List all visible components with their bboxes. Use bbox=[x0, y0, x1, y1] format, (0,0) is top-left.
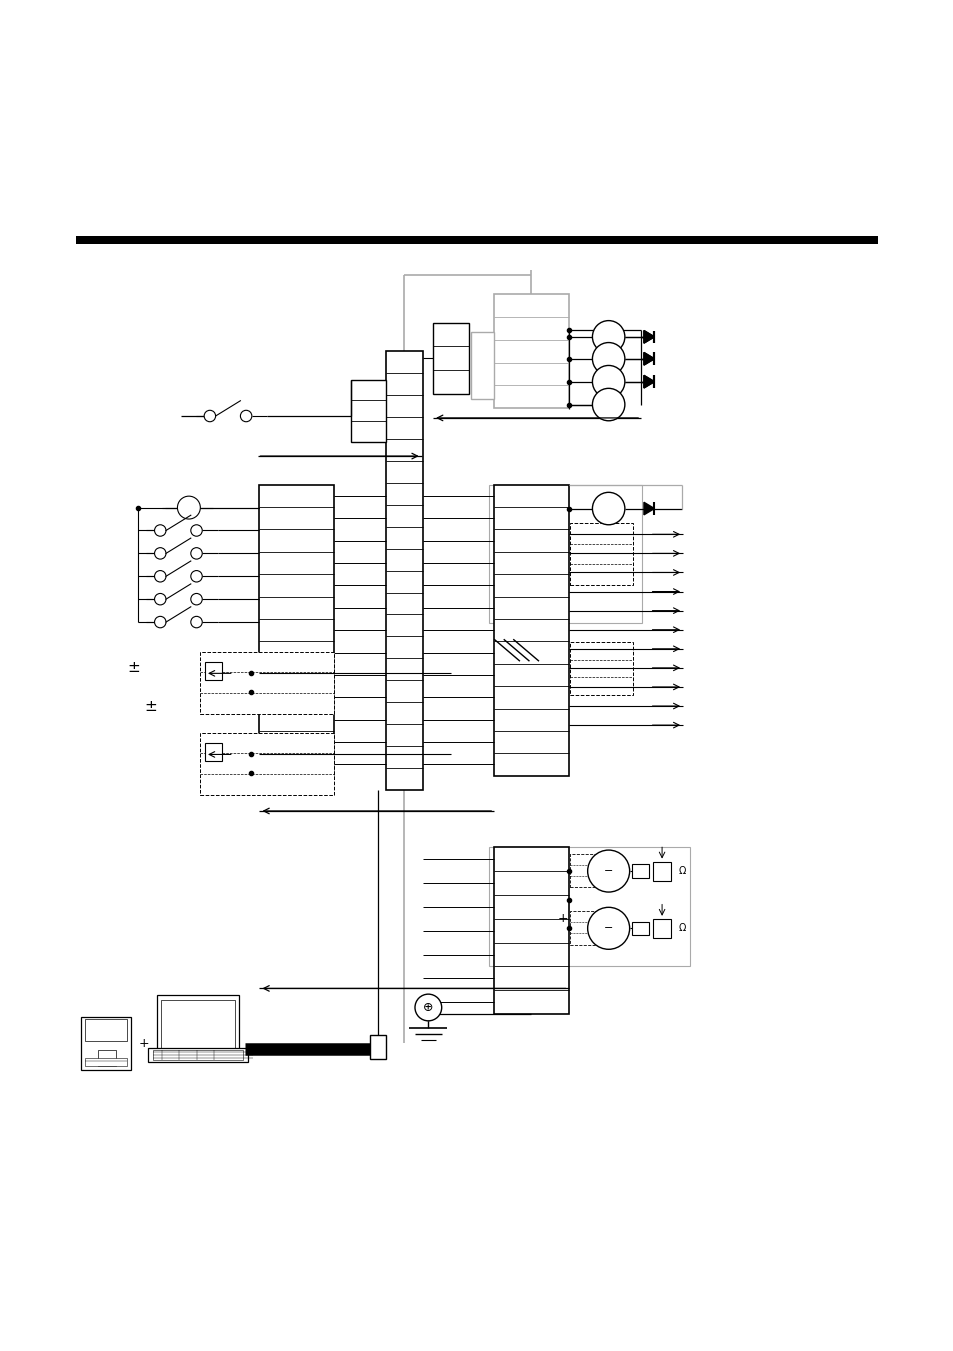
Circle shape bbox=[191, 524, 202, 536]
Bar bbox=[351, 380, 386, 442]
Bar bbox=[259, 485, 334, 775]
Circle shape bbox=[204, 411, 215, 422]
Bar bbox=[81, 1017, 131, 1070]
Bar bbox=[570, 911, 608, 944]
Circle shape bbox=[592, 492, 624, 524]
Bar bbox=[205, 662, 222, 680]
Circle shape bbox=[191, 570, 202, 582]
Bar bbox=[152, 1051, 243, 1061]
Bar bbox=[494, 847, 568, 1015]
Circle shape bbox=[154, 570, 166, 582]
Circle shape bbox=[154, 547, 166, 559]
Bar bbox=[471, 332, 494, 399]
Bar bbox=[205, 743, 222, 761]
Bar bbox=[386, 351, 422, 790]
Text: Ω: Ω bbox=[678, 866, 685, 875]
Bar bbox=[157, 996, 238, 1052]
Circle shape bbox=[154, 616, 166, 628]
Bar bbox=[489, 485, 641, 623]
Text: ±: ± bbox=[144, 698, 157, 713]
Bar bbox=[161, 1000, 234, 1047]
Circle shape bbox=[592, 366, 624, 399]
Bar bbox=[653, 862, 670, 881]
Bar bbox=[570, 642, 632, 694]
Bar bbox=[85, 1019, 127, 1040]
Text: +: + bbox=[557, 912, 568, 925]
Text: ⊕: ⊕ bbox=[422, 1001, 434, 1015]
Text: Ω: Ω bbox=[678, 923, 685, 934]
Bar bbox=[570, 854, 608, 888]
Bar bbox=[494, 485, 568, 775]
Circle shape bbox=[177, 496, 200, 519]
Circle shape bbox=[587, 850, 629, 892]
Bar bbox=[489, 847, 689, 966]
Bar bbox=[200, 732, 334, 794]
Bar bbox=[631, 865, 648, 878]
Bar bbox=[76, 235, 877, 245]
Bar bbox=[494, 295, 568, 408]
Bar bbox=[370, 1035, 386, 1059]
Circle shape bbox=[191, 616, 202, 628]
Circle shape bbox=[154, 524, 166, 536]
Circle shape bbox=[191, 593, 202, 605]
Bar bbox=[433, 323, 469, 394]
Circle shape bbox=[240, 411, 252, 422]
Bar bbox=[653, 919, 670, 938]
Circle shape bbox=[592, 388, 624, 420]
Polygon shape bbox=[643, 331, 654, 343]
Text: −: − bbox=[603, 923, 613, 934]
Circle shape bbox=[154, 593, 166, 605]
Circle shape bbox=[191, 547, 202, 559]
Text: −: − bbox=[603, 866, 613, 875]
Bar bbox=[148, 1047, 248, 1062]
Text: +: + bbox=[138, 1036, 150, 1050]
Circle shape bbox=[592, 343, 624, 376]
Polygon shape bbox=[643, 376, 654, 388]
Polygon shape bbox=[643, 353, 654, 365]
Polygon shape bbox=[643, 376, 654, 388]
Bar bbox=[570, 523, 632, 585]
Circle shape bbox=[415, 994, 441, 1021]
Bar bbox=[200, 651, 334, 713]
Text: ±: ± bbox=[127, 661, 140, 676]
Polygon shape bbox=[643, 331, 654, 343]
Polygon shape bbox=[643, 353, 654, 365]
Circle shape bbox=[592, 320, 624, 353]
Bar bbox=[98, 1050, 115, 1066]
Bar bbox=[631, 921, 648, 935]
Circle shape bbox=[587, 908, 629, 950]
Bar bbox=[85, 1058, 127, 1066]
Polygon shape bbox=[643, 503, 654, 515]
